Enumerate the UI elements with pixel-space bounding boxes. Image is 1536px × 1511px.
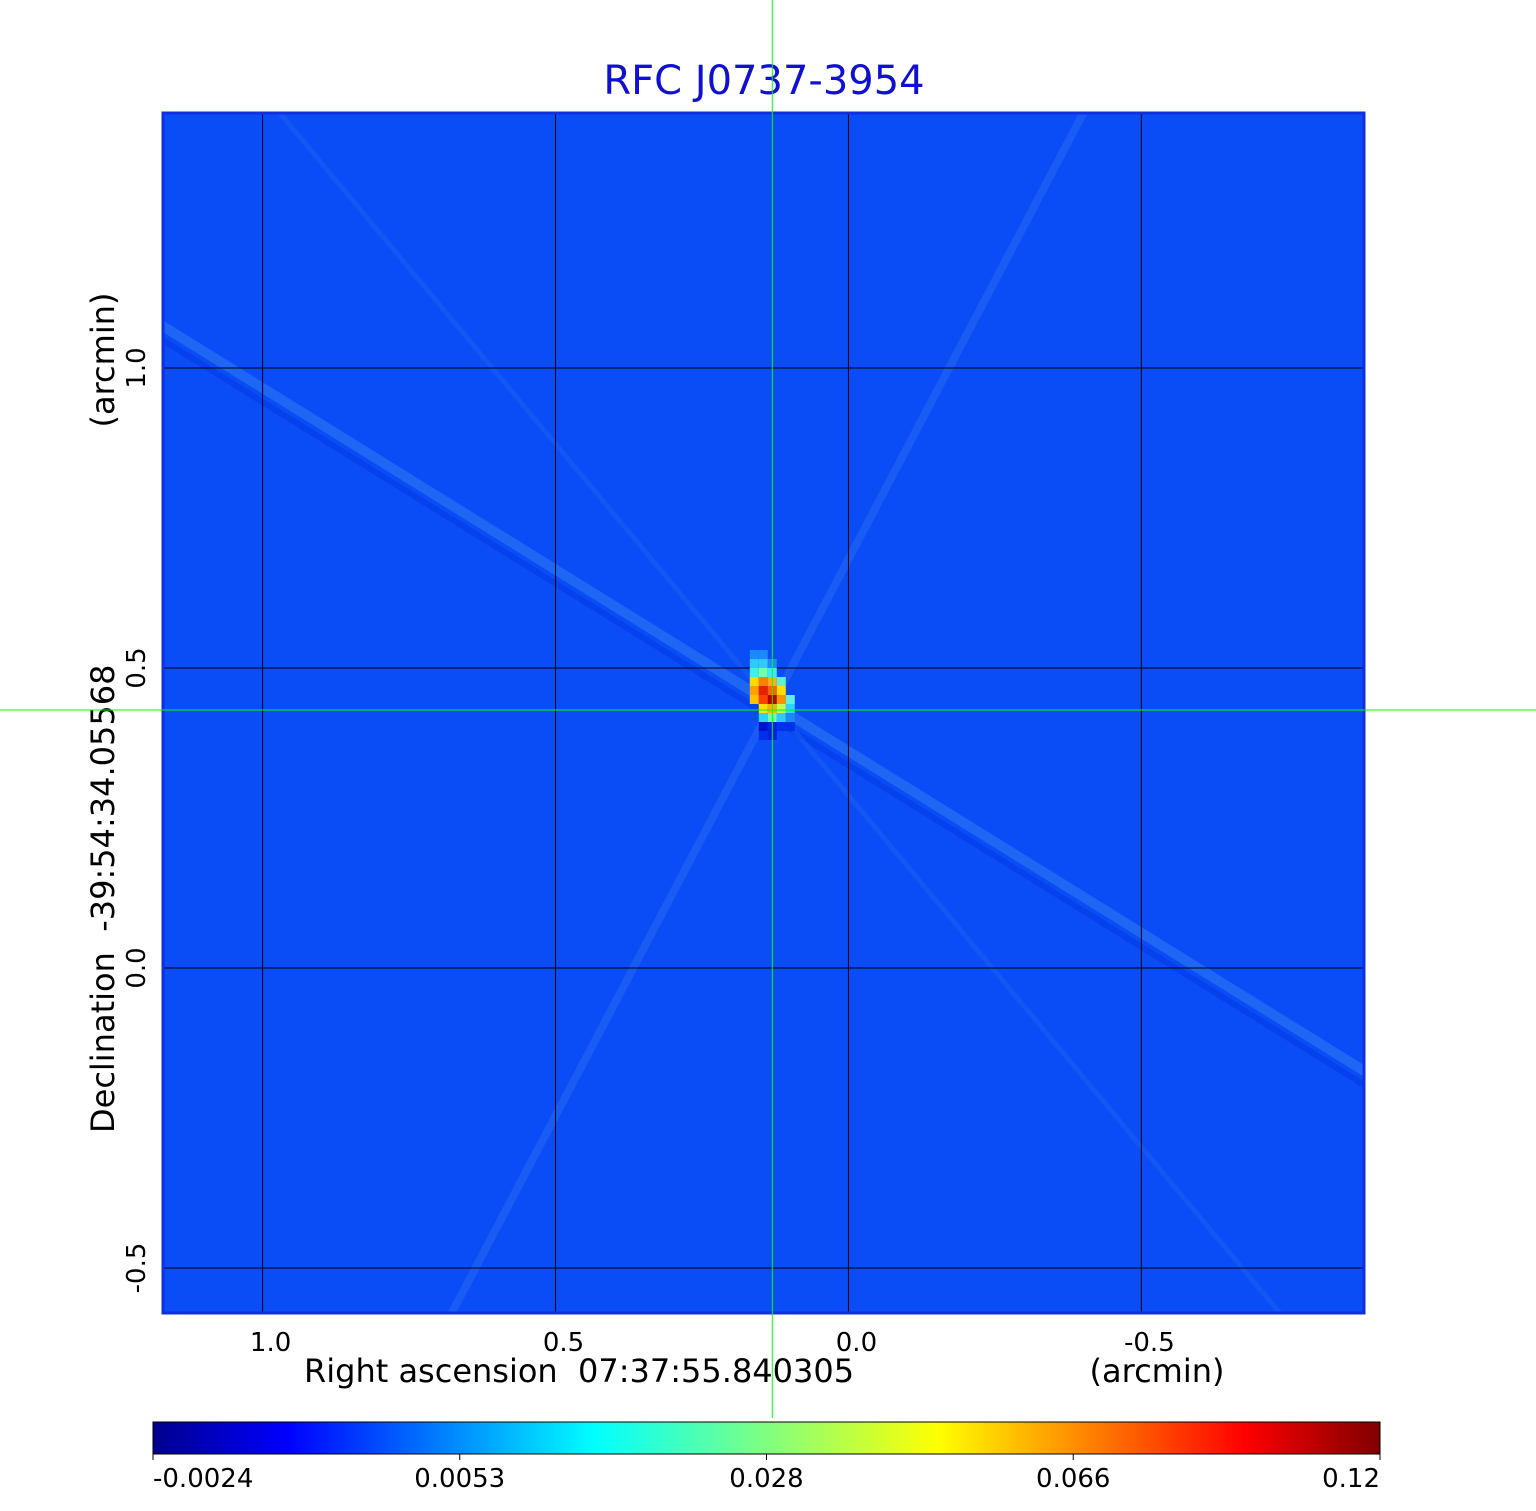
source-pixel xyxy=(758,713,768,722)
image-frame xyxy=(161,111,1366,1315)
source-pixel xyxy=(776,722,786,731)
x-tick-label: 0.0 xyxy=(836,1328,877,1358)
colorbar-tick-label: 0.066 xyxy=(1036,1464,1110,1494)
x-tick-labels: 1.0 0.5 0.0 -0.5 xyxy=(250,1328,1175,1358)
source-pixel xyxy=(749,677,759,686)
x-tick-label: 0.5 xyxy=(543,1328,584,1358)
source-pixel xyxy=(758,731,768,740)
source-pixel xyxy=(758,677,768,686)
colorbar-tick-label: 0.0053 xyxy=(414,1464,505,1494)
y-axis-label: Declination -39:54:34.05568 xyxy=(84,665,122,1133)
y-tick-label: 0.0 xyxy=(122,947,152,988)
source-pixel xyxy=(749,695,759,704)
source-pixel xyxy=(758,668,768,677)
y-tick-label: 1.0 xyxy=(122,347,152,388)
source-pixel xyxy=(785,704,795,713)
source-pixel xyxy=(776,686,786,695)
source-pixel xyxy=(758,650,768,659)
source-pixel xyxy=(749,668,759,677)
crosshair xyxy=(0,0,1536,1418)
source-pixel xyxy=(785,722,795,731)
source-pixel xyxy=(776,704,786,713)
x-axis-unit: (arcmin) xyxy=(1090,1352,1225,1390)
colorbar-tick-labels: -0.0024 0.0053 0.028 0.066 0.12 xyxy=(152,1454,1381,1494)
y-axis-unit: (arcmin) xyxy=(84,293,122,428)
source-pixel xyxy=(776,713,786,722)
chart-title: RFC J0737-3954 xyxy=(603,58,924,104)
source-pixel xyxy=(749,659,759,668)
source-pixel xyxy=(749,650,759,659)
source-pixel xyxy=(758,722,768,731)
source-pixel xyxy=(785,713,795,722)
source-pixel xyxy=(776,677,786,686)
colorbar-tick-label: 0.12 xyxy=(1322,1464,1380,1494)
source-pixel xyxy=(749,686,759,695)
source-pixel xyxy=(758,695,768,704)
source-pixel xyxy=(758,704,768,713)
source-pixel xyxy=(758,686,768,695)
y-tick-label: 0.5 xyxy=(122,647,152,688)
y-tick-label: -0.5 xyxy=(122,1243,152,1294)
x-tick-label: 1.0 xyxy=(250,1328,291,1358)
x-tick-label: -0.5 xyxy=(1124,1328,1175,1358)
colorbar-tick-label: -0.0024 xyxy=(153,1464,253,1494)
source-pixel xyxy=(776,695,786,704)
colorbar-tick-label: 0.028 xyxy=(729,1464,803,1494)
source-pixel xyxy=(785,695,795,704)
y-tick-labels: 1.0 0.5 0.0 -0.5 xyxy=(122,347,152,1293)
source-pixel xyxy=(758,659,768,668)
colorbar xyxy=(152,1421,1381,1455)
x-axis-label: Right ascension 07:37:55.840305 xyxy=(304,1352,854,1390)
